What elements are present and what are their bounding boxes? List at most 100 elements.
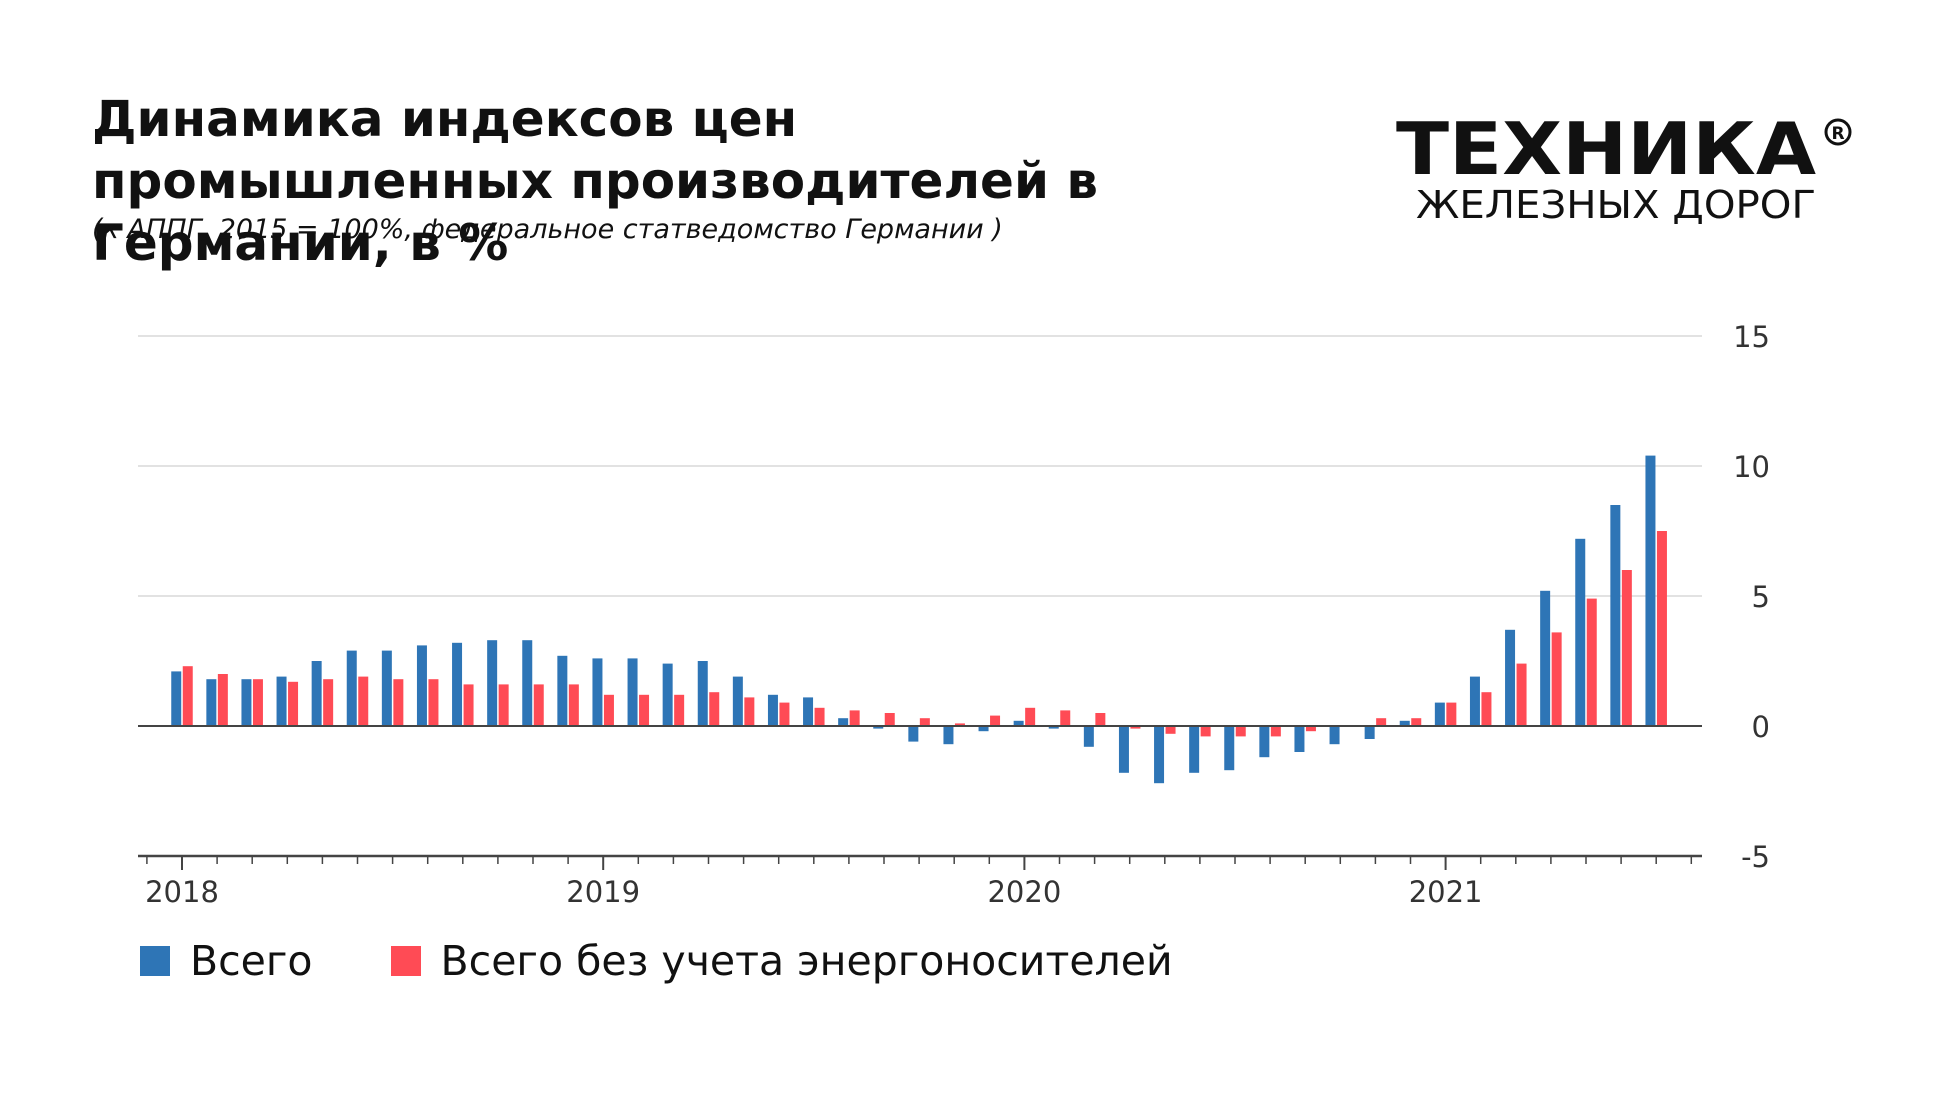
bar-excl-energy-2020-05 — [1165, 726, 1176, 734]
bar-excl-energy-2021-03 — [1516, 663, 1527, 726]
svg-text:R: R — [1831, 124, 1844, 144]
x-tick-label-2019: 2019 — [566, 875, 640, 909]
grid-lines — [138, 335, 1702, 597]
bar-total-2018-12 — [557, 655, 568, 726]
bar-excl-energy-2019-07 — [814, 707, 825, 726]
bar-total-2018-03 — [241, 679, 252, 726]
chart-subtitle: (к АППГ, 2015 = 100%, федеральное статве… — [92, 214, 1003, 245]
bar-total-2018-01 — [171, 671, 182, 726]
bar-total-2021-07 — [1645, 455, 1656, 726]
bar-excl-energy-2021-04 — [1551, 632, 1562, 726]
logo-main-text: ТЕХНИКА — [1396, 107, 1816, 191]
x-tick-label-2018: 2018 — [145, 875, 219, 909]
bar-total-2021-06 — [1610, 505, 1621, 726]
y-axis-labels: 15 10 5 0 -5 — [1733, 320, 1770, 874]
bar-total-2021-04 — [1540, 590, 1551, 726]
bar-total-2019-08 — [838, 718, 849, 726]
bar-total-2021-03 — [1505, 629, 1516, 726]
bar-total-2018-07 — [381, 650, 392, 726]
bar-excl-energy-2019-05 — [744, 697, 755, 726]
bar-total-2020-03 — [1083, 726, 1094, 747]
y-tick-label-5: 5 — [1752, 580, 1770, 614]
y-tick-label-10: 10 — [1733, 450, 1770, 484]
bar-excl-energy-2020-01 — [1025, 707, 1036, 726]
legend-item-excl-energy: Всего без учета энергоносителей — [390, 937, 1173, 985]
bar-total-2020-04 — [1118, 726, 1129, 773]
bar-total-2018-11 — [522, 640, 533, 726]
bar-excl-energy-2018-04 — [288, 681, 299, 726]
bar-excl-energy-2020-07 — [1235, 726, 1246, 737]
bar-excl-energy-2021-01 — [1446, 702, 1457, 726]
chart-title: Динамика индексов цен промышленных произ… — [92, 90, 1099, 272]
bar-excl-energy-2020-02 — [1060, 710, 1071, 726]
legend: Всего Всего без учета энергоносителей — [140, 936, 1251, 986]
bar-total-2020-12 — [1399, 720, 1410, 726]
legend-swatch-total — [140, 946, 170, 976]
bar-excl-energy-2019-03 — [674, 694, 685, 726]
bar-total-2019-12 — [978, 726, 989, 732]
logo-sub-text: ЖЕЛЕЗНЫХ ДОРОГ — [1416, 183, 1816, 227]
bar-excl-energy-2021-06 — [1621, 570, 1632, 726]
bar-total-2019-06 — [767, 694, 778, 726]
registered-mark-icon: R — [1824, 118, 1852, 146]
bar-excl-energy-2019-09 — [884, 713, 895, 726]
bar-total-2019-03 — [662, 663, 673, 726]
bar-excl-energy-2019-11 — [954, 723, 965, 726]
bar-chart: 15 10 5 0 -5 2018 2019 2020 2021 — [138, 320, 1770, 909]
bar-excl-energy-2018-05 — [323, 679, 334, 726]
y-tick-label--5: -5 — [1741, 840, 1770, 874]
y-tick-label-0: 0 — [1752, 710, 1770, 744]
bar-excl-energy-2020-12 — [1411, 718, 1422, 726]
bar-total-2018-10 — [487, 640, 498, 726]
bar-total-2018-02 — [206, 679, 217, 726]
bar-excl-energy-2018-07 — [393, 679, 404, 726]
bar-total-2020-05 — [1154, 726, 1165, 784]
bar-excl-energy-2019-12 — [990, 715, 1001, 726]
bar-excl-energy-2020-08 — [1270, 726, 1281, 737]
legend-swatch-excl-energy — [390, 946, 421, 976]
bar-total-2020-10 — [1329, 726, 1340, 745]
bar-total-2019-02 — [627, 658, 638, 726]
bar-total-2020-02 — [1048, 726, 1059, 729]
bar-total-2020-09 — [1294, 726, 1305, 752]
bar-excl-energy-2020-06 — [1200, 726, 1211, 737]
bar-excl-energy-2018-01 — [182, 666, 193, 726]
bar-total-2019-01 — [592, 658, 603, 726]
bar-excl-energy-2018-06 — [358, 676, 369, 726]
x-tick-label-2020: 2020 — [987, 875, 1061, 909]
legend-label-total: Всего — [190, 937, 313, 985]
bar-excl-energy-2019-06 — [779, 702, 790, 726]
bar-total-2018-05 — [311, 661, 322, 726]
bar-excl-energy-2018-08 — [428, 679, 439, 726]
bars — [171, 455, 1667, 784]
bar-excl-energy-2019-10 — [919, 718, 930, 726]
bar-total-2020-06 — [1189, 726, 1200, 773]
bar-total-2021-02 — [1469, 676, 1480, 726]
bar-total-2018-08 — [416, 645, 427, 726]
bar-excl-energy-2019-04 — [709, 692, 720, 726]
bar-excl-energy-2020-11 — [1376, 718, 1387, 726]
bar-excl-energy-2018-09 — [463, 684, 474, 726]
bar-total-2019-05 — [732, 676, 743, 726]
axes — [138, 725, 1702, 870]
x-tick-label-2021: 2021 — [1409, 875, 1483, 909]
bar-total-2020-01 — [1013, 720, 1024, 726]
logo: ТЕХНИКА R ЖЕЛЕЗНЫХ ДОРОГ — [1396, 107, 1852, 227]
bar-excl-energy-2019-01 — [603, 694, 614, 726]
bar-excl-energy-2019-08 — [849, 710, 860, 726]
bar-excl-energy-2018-10 — [498, 684, 509, 726]
bar-total-2018-04 — [276, 676, 287, 726]
x-axis-labels: 2018 2019 2020 2021 — [145, 875, 1482, 909]
bar-excl-energy-2018-11 — [533, 684, 544, 726]
bar-total-2020-08 — [1259, 726, 1270, 758]
bar-excl-energy-2018-02 — [217, 674, 228, 726]
bar-excl-energy-2021-07 — [1656, 531, 1667, 726]
bar-total-2019-11 — [943, 726, 954, 745]
bar-total-2019-10 — [908, 726, 919, 742]
legend-label-excl-energy: Всего без учета энергоносителей — [440, 937, 1173, 985]
legend-item-total: Всего — [140, 937, 313, 985]
bar-excl-energy-2021-05 — [1586, 598, 1597, 726]
bar-total-2021-05 — [1575, 538, 1586, 726]
bar-excl-energy-2021-02 — [1481, 692, 1492, 726]
bar-excl-energy-2020-09 — [1305, 726, 1316, 732]
